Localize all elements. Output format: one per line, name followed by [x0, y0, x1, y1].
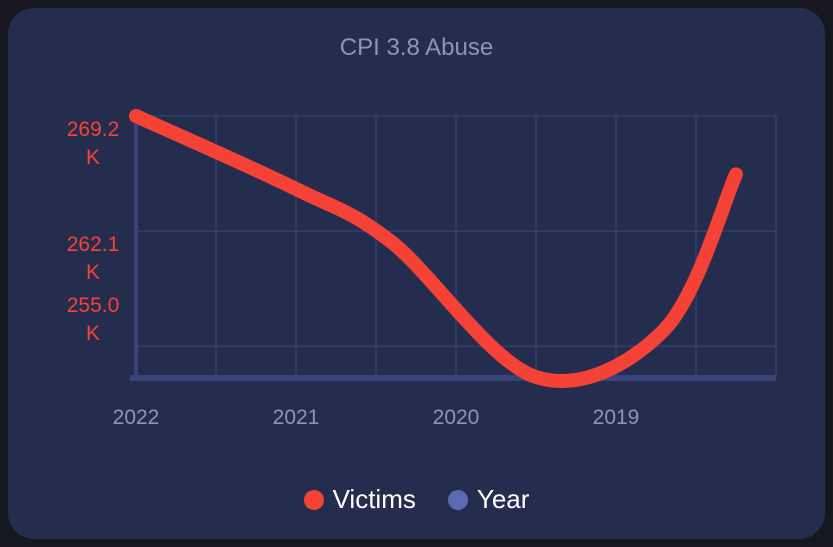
x-tick-label: 2020 [433, 406, 480, 429]
legend-label-victims: Victims [332, 484, 416, 514]
y-tick-label: 262.1 K [67, 233, 120, 284]
legend-swatch-year [447, 489, 468, 510]
series-line-victims [129, 109, 743, 388]
x-tick-label: 2021 [273, 406, 320, 429]
y-tick-label: 255.0 K [67, 294, 120, 345]
legend-swatch-victims [303, 489, 324, 510]
x-tick-label: 2019 [593, 406, 640, 429]
chart-legend: Victims Year [0, 484, 833, 515]
legend-item-victims[interactable]: Victims [303, 484, 416, 515]
legend-item-year[interactable]: Year [447, 484, 530, 515]
legend-label-year: Year [476, 484, 530, 514]
y-tick-label: 269.2 K [67, 118, 120, 169]
chart-title: CPI 3.8 Abuse [339, 34, 494, 61]
x-tick-label: 2022 [113, 406, 160, 429]
